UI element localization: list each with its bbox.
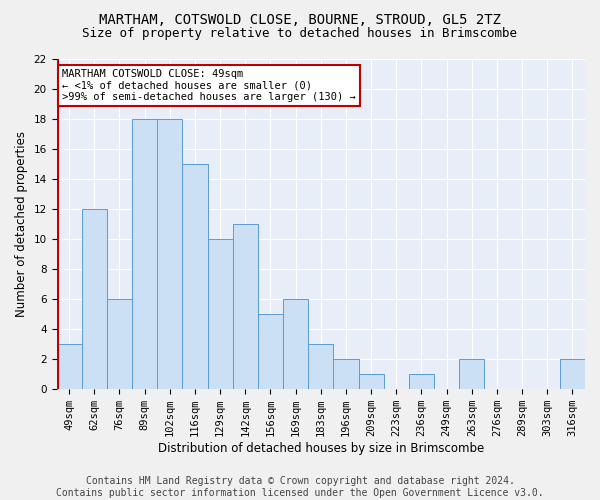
Bar [56, 344, 82, 389]
Bar [157, 119, 182, 389]
Bar [409, 374, 434, 389]
Bar [258, 314, 283, 389]
Bar [560, 359, 585, 389]
Bar [208, 239, 233, 389]
Text: MARTHAM COTSWOLD CLOSE: 49sqm
← <1% of detached houses are smaller (0)
>99% of s: MARTHAM COTSWOLD CLOSE: 49sqm ← <1% of d… [62, 69, 356, 102]
X-axis label: Distribution of detached houses by size in Brimscombe: Distribution of detached houses by size … [158, 442, 484, 455]
Bar [459, 359, 484, 389]
Y-axis label: Number of detached properties: Number of detached properties [15, 131, 28, 317]
Text: MARTHAM, COTSWOLD CLOSE, BOURNE, STROUD, GL5 2TZ: MARTHAM, COTSWOLD CLOSE, BOURNE, STROUD,… [99, 12, 501, 26]
Bar [132, 119, 157, 389]
Bar [182, 164, 208, 389]
Text: Contains HM Land Registry data © Crown copyright and database right 2024.
Contai: Contains HM Land Registry data © Crown c… [56, 476, 544, 498]
Bar [283, 299, 308, 389]
Bar [359, 374, 383, 389]
Bar [233, 224, 258, 389]
Bar [308, 344, 334, 389]
Bar [82, 209, 107, 389]
Text: Size of property relative to detached houses in Brimscombe: Size of property relative to detached ho… [83, 28, 517, 40]
Bar [107, 299, 132, 389]
Bar [334, 359, 359, 389]
